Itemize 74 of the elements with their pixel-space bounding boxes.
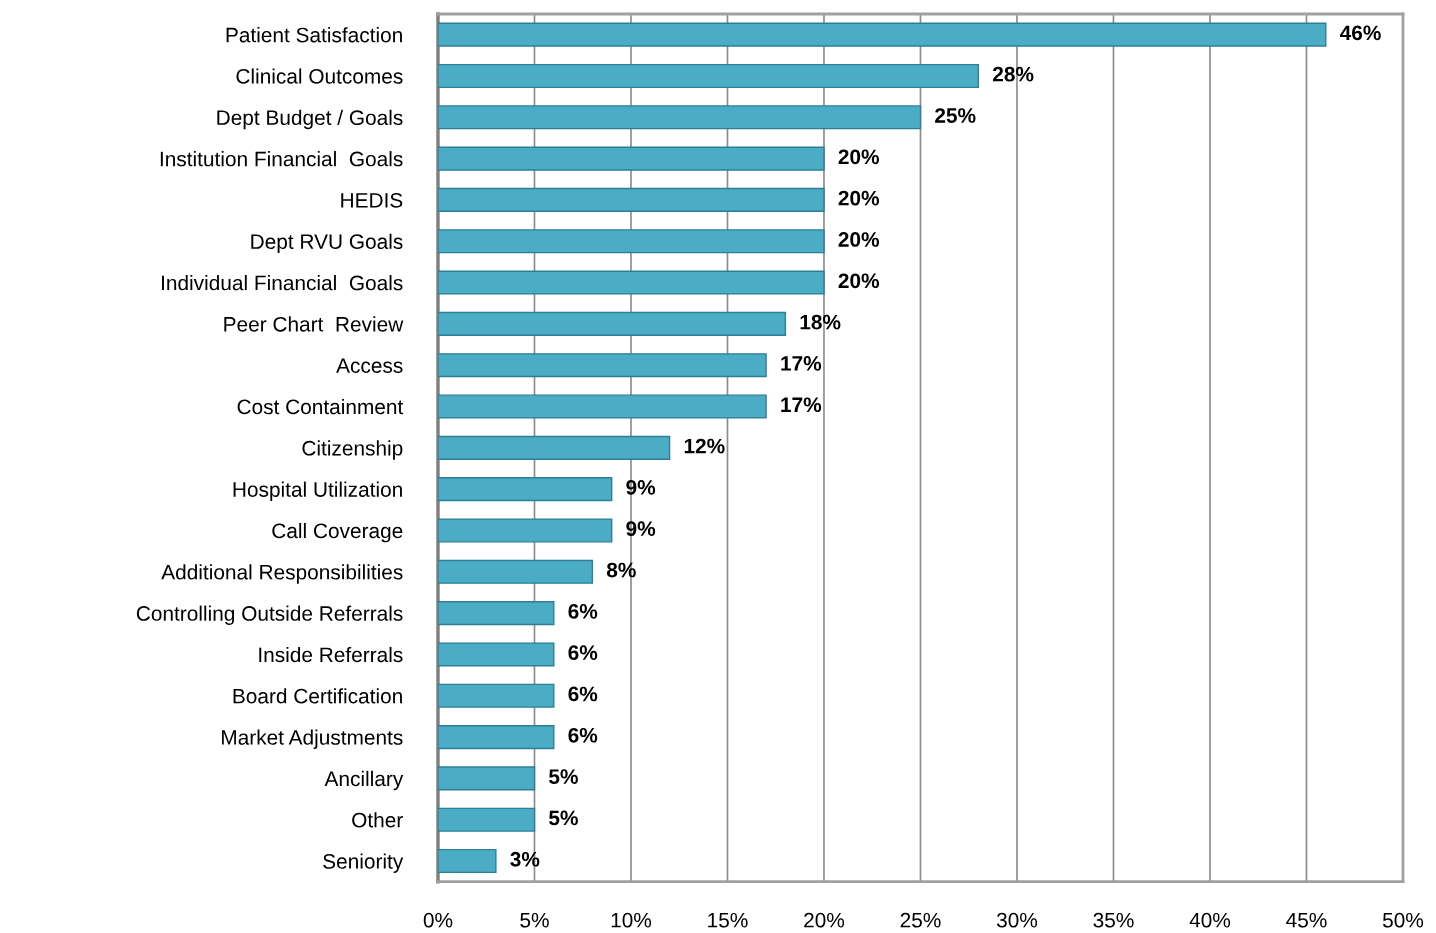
bar — [437, 187, 825, 212]
bar — [437, 435, 671, 460]
data-label: 6% — [568, 603, 598, 619]
y-tick-label: Call Coverage — [272, 522, 403, 543]
y-tick-label: Patient Satisfaction — [226, 27, 402, 43]
y-tick-label: Controlling Outside Referrals — [136, 605, 403, 625]
x-tick-label: 35% — [1093, 912, 1134, 928]
data-label: 6% — [568, 645, 598, 661]
bar — [437, 807, 536, 832]
data-label: 20% — [838, 190, 880, 206]
x-tick-label: 45% — [1286, 912, 1327, 928]
y-tick-label: Hospital Utilization — [233, 481, 402, 502]
data-label: 46% — [1339, 25, 1381, 41]
data-label: 3% — [510, 851, 540, 867]
y-tick-label: Inside Referrals — [259, 646, 403, 663]
bar — [437, 311, 787, 336]
bar — [437, 601, 555, 626]
y-tick-label: Dept Budget / Goals — [217, 109, 403, 130]
data-label: 12% — [684, 438, 725, 454]
bar — [437, 394, 767, 419]
bar — [437, 22, 1327, 47]
y-tick-label: HEDIS — [341, 192, 403, 208]
data-label: 6% — [568, 686, 598, 702]
data-label: 8% — [606, 562, 636, 578]
bar — [437, 848, 497, 874]
data-label: 20% — [838, 273, 880, 289]
bar — [437, 725, 555, 750]
data-label: 25% — [935, 108, 976, 123]
data-label: 20% — [838, 232, 880, 247]
x-tick-label: 40% — [1189, 912, 1231, 928]
y-tick-label: Ancillary — [324, 770, 404, 791]
data-label: 17% — [781, 397, 822, 413]
y-tick-label: Dept RVU Goals — [251, 233, 403, 254]
x-tick-label: 30% — [996, 912, 1038, 928]
data-label: 9% — [626, 480, 656, 495]
y-tick-label: Board Certification — [233, 688, 402, 704]
bar — [437, 229, 825, 254]
bar — [437, 63, 980, 89]
bar — [437, 477, 613, 502]
x-tick-label: 15% — [708, 912, 748, 928]
bar — [437, 642, 555, 667]
data-label: 6% — [568, 727, 598, 743]
bar — [437, 146, 825, 171]
data-label: 5% — [549, 769, 578, 784]
y-tick-label: Other — [352, 812, 403, 828]
bar — [437, 105, 922, 130]
x-tick-label: 50% — [1382, 912, 1424, 928]
y-tick-label: Additional Responsibilities — [161, 564, 403, 584]
data-label: 5% — [549, 810, 578, 826]
y-tick-label: Individual Financial Goals — [162, 275, 403, 291]
data-label: 18% — [800, 314, 841, 330]
x-tick-label: 25% — [900, 912, 941, 928]
x-tick-label: 0% — [423, 912, 453, 928]
y-tick-label: Citizenship — [302, 440, 403, 460]
data-label: 9% — [626, 521, 656, 537]
y-tick-label: Institution Financial Goals — [160, 151, 403, 167]
y-tick-label: Clinical Outcomes — [236, 68, 403, 84]
bar — [437, 270, 825, 295]
bar — [437, 559, 594, 584]
bar — [437, 766, 536, 791]
y-tick-label: Market Adjustments — [222, 729, 403, 749]
y-tick-label: Cost Containment — [237, 398, 404, 415]
bar — [437, 683, 555, 708]
y-tick-label: Peer Chart Review — [224, 316, 404, 332]
y-tick-label: Access — [336, 358, 403, 373]
data-label: 20% — [838, 149, 880, 165]
bar — [437, 353, 767, 378]
bar — [437, 518, 613, 543]
x-tick-label: 10% — [611, 912, 652, 928]
y-tick-label: Seniority — [323, 853, 404, 873]
x-tick-label: 20% — [804, 912, 845, 928]
data-label: 17% — [781, 356, 822, 371]
data-label: 28% — [992, 66, 1034, 82]
x-tick-label: 5% — [520, 912, 549, 928]
